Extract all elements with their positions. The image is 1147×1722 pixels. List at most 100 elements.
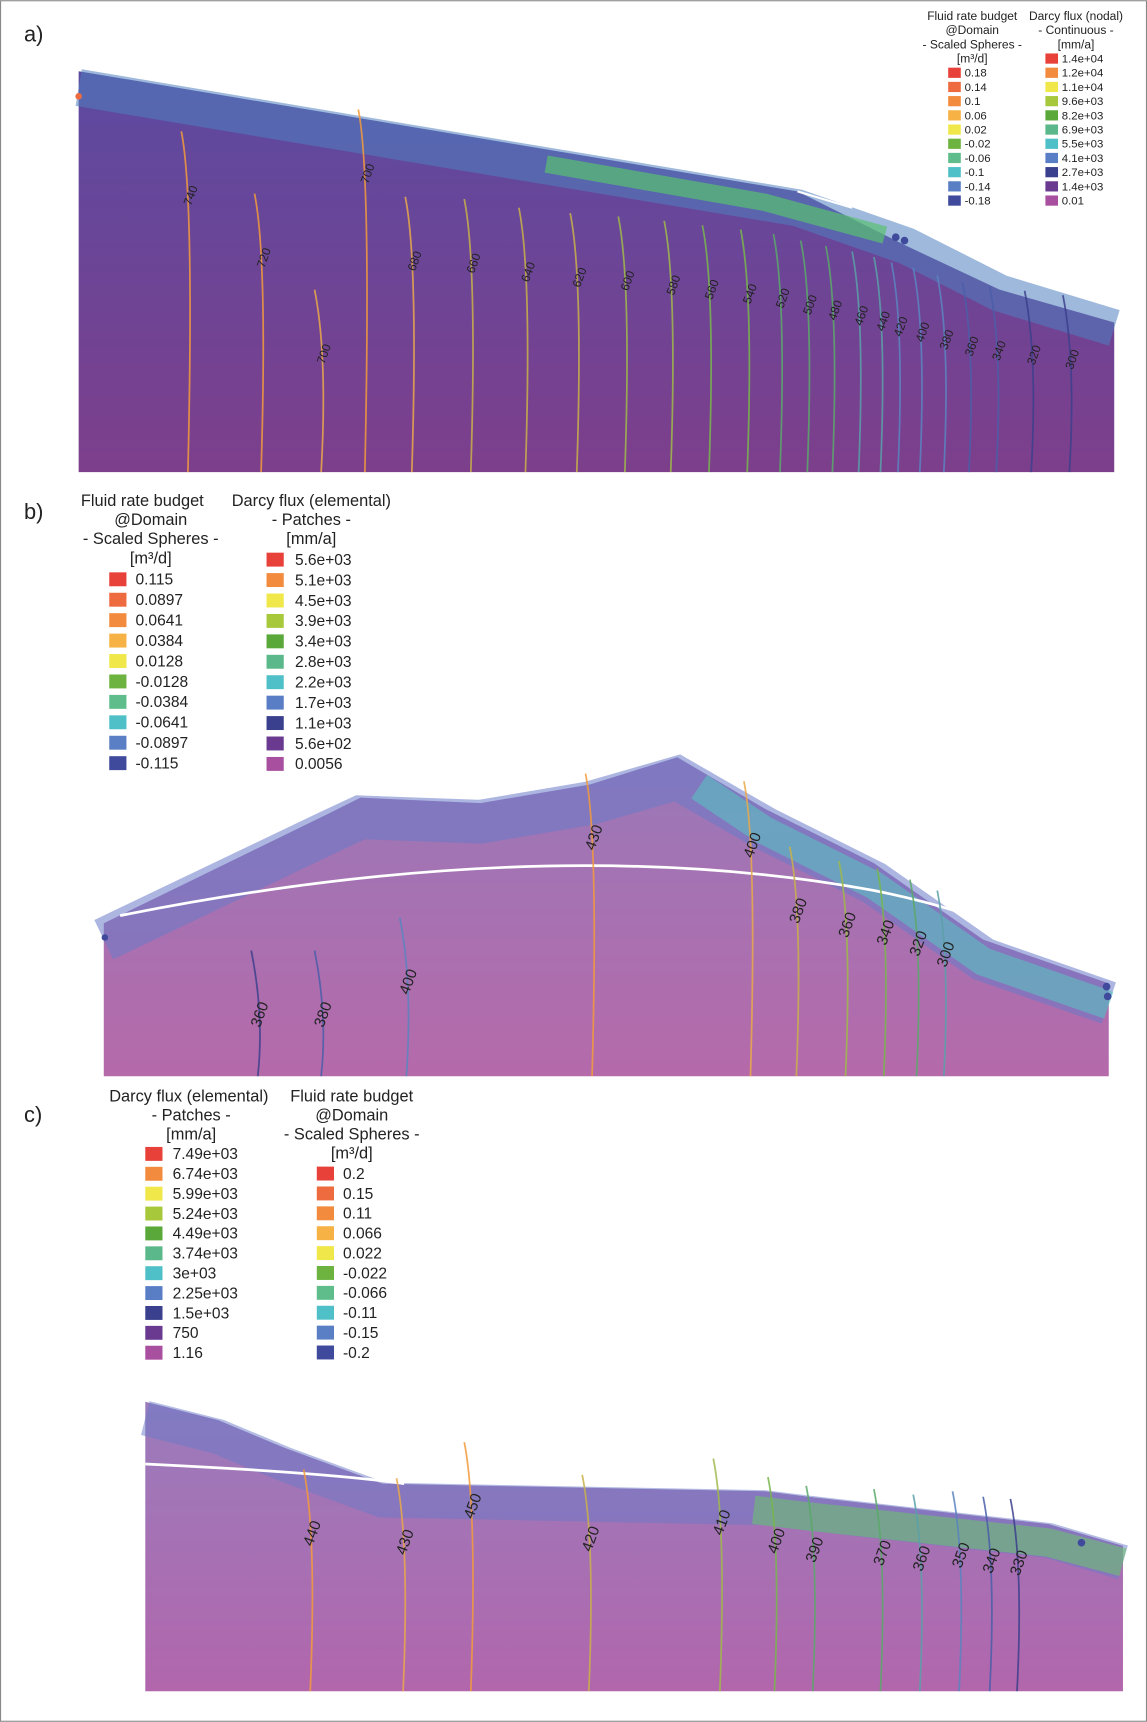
legend-title: Darcy flux (elemental) [109, 1087, 268, 1105]
legend-swatch [109, 613, 127, 628]
legend-swatch [1045, 81, 1059, 93]
model-b [94, 754, 1116, 1077]
model-a [75, 69, 1120, 473]
legend-label: 5.1e+03 [295, 572, 352, 589]
legend-title: [m³/d] [957, 51, 988, 65]
legend-swatch [316, 1325, 334, 1340]
legend-label: 0.18 [965, 68, 987, 80]
legend-label: -0.0128 [135, 674, 188, 691]
contour-line [701, 225, 713, 473]
legend-label: -0.115 [135, 755, 178, 772]
contour-line [805, 1485, 816, 1692]
legend-swatch [266, 654, 284, 669]
legend-title: @Domain [114, 511, 187, 529]
legend-label: 0.0641 [135, 612, 183, 629]
legend-swatch [316, 1186, 334, 1201]
contour-label: 380 [937, 328, 957, 352]
legend-label: -0.02 [965, 139, 991, 151]
legend-title: - Patches - [272, 511, 351, 529]
contour-line [253, 193, 265, 473]
legend-swatch [145, 1186, 163, 1201]
legend-label: 2.8e+03 [295, 654, 352, 671]
contour-label: 440 [873, 309, 893, 333]
contour-label: 480 [825, 298, 845, 322]
contour-line [936, 275, 947, 473]
legend-label: 5.5e+03 [1062, 139, 1104, 151]
contour-line [518, 207, 529, 473]
legend-label: 3.4e+03 [295, 634, 352, 651]
legend-swatch [948, 167, 961, 178]
contour-line [788, 846, 800, 1077]
legend-swatch [266, 552, 284, 567]
legend-label: -0.022 [343, 1265, 387, 1282]
legend-title: [mm/a] [1058, 37, 1095, 51]
legend-label: 0.0897 [135, 592, 183, 609]
contour-line [909, 879, 920, 1077]
legend-swatch [1045, 67, 1059, 78]
legend-swatch [266, 634, 284, 649]
legend-swatch [316, 1246, 334, 1261]
contour-label: 400 [913, 320, 933, 344]
legend-label: 5.99e+03 [173, 1186, 238, 1203]
legend-swatch [316, 1166, 334, 1181]
contour-label: 520 [773, 286, 793, 310]
contour-line [799, 240, 811, 473]
contour-line [404, 196, 415, 473]
contour-line [851, 251, 862, 473]
legend-label: -0.18 [965, 195, 991, 207]
legend-title: - Continuous - [1038, 23, 1113, 37]
legend-swatch [948, 110, 961, 121]
contour-line [584, 773, 596, 1077]
legend-label: 2.2e+03 [295, 675, 352, 692]
legend-swatch [948, 138, 961, 149]
legend-swatch [316, 1285, 334, 1300]
contour-line [743, 781, 754, 1077]
legend-swatch [948, 152, 961, 164]
legend-swatch [109, 674, 127, 689]
legend-label: 3.9e+03 [295, 613, 352, 630]
contour-line [569, 213, 580, 473]
legend-swatch [948, 81, 961, 93]
legend-swatch [948, 67, 961, 78]
legend-label: 5.24e+03 [173, 1206, 238, 1223]
legend-swatch [316, 1305, 334, 1320]
legend-label: 1.4e+03 [1062, 181, 1104, 193]
contour-line [838, 860, 849, 1077]
legend-title: - Scaled Spheres - [284, 1126, 420, 1144]
contour-line [250, 950, 261, 1077]
legend-swatch [145, 1226, 163, 1241]
legend-label: 0.066 [343, 1226, 382, 1243]
legend-label: 3e+03 [173, 1266, 217, 1283]
legend-swatch [948, 124, 961, 135]
legend-swatch [266, 756, 284, 771]
legend-swatch [1045, 138, 1059, 149]
contour-label: 580 [664, 273, 684, 297]
contour-label: 700 [314, 342, 334, 366]
contour-line [357, 109, 368, 473]
legend-label: 2.25e+03 [173, 1285, 238, 1302]
legend-label: 0.115 [135, 572, 173, 589]
legend-swatch [109, 633, 127, 648]
contour-label: 300 [1062, 347, 1082, 371]
contour-label: 360 [962, 334, 982, 358]
contour-line [951, 1491, 963, 1692]
legend-swatch [266, 675, 284, 690]
legend-label: 0.14 [965, 82, 988, 94]
legend-label: 0.15 [343, 1186, 373, 1203]
contour-line [873, 256, 884, 473]
legend-title: - Scaled Spheres - [923, 37, 1022, 51]
legend-label: -0.14 [965, 181, 992, 193]
legend-label: 4.5e+03 [295, 593, 352, 610]
model-c [140, 1401, 1128, 1692]
contour-line [581, 1474, 592, 1692]
contour-label: 660 [464, 251, 484, 275]
legend-swatch [1045, 181, 1059, 192]
legend-label: 9.6e+03 [1062, 96, 1104, 108]
legend-label: 4.1e+03 [1062, 153, 1104, 165]
legend-label: 5.6e+02 [295, 736, 352, 753]
contour-line [912, 267, 923, 473]
legend-swatch [266, 573, 284, 588]
contour-label: 720 [254, 246, 274, 270]
